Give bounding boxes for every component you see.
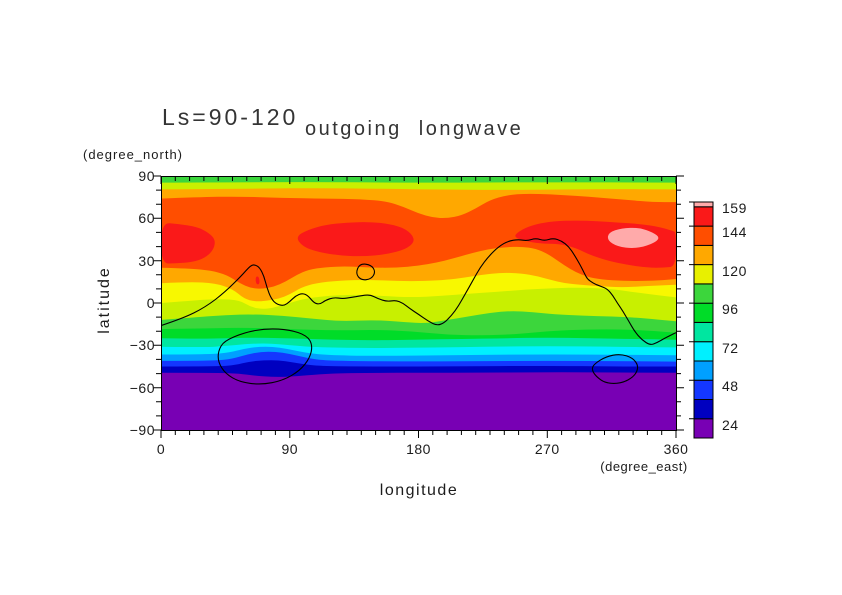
colorbar-tick-label: 72 [722, 339, 739, 356]
colorbar-tick-label: 48 [722, 378, 739, 395]
y-tick-label: −60 [129, 379, 155, 396]
colorbar-segment [693, 399, 714, 420]
colorbar-segment [693, 283, 714, 304]
colorbar-segment [693, 302, 714, 323]
plot-title: outgoing longwave [305, 118, 524, 140]
map-area [161, 176, 676, 430]
patch-pink-max [607, 227, 659, 248]
axis-ticks [153, 175, 684, 438]
x-axis-units: (degree_east) [600, 459, 688, 474]
colorbar-segment [693, 418, 714, 439]
y-tick-label: 90 [138, 168, 155, 184]
colorbar-segment [693, 244, 714, 266]
x-tick-label: 360 [663, 441, 689, 457]
colorbar [689, 201, 714, 439]
x-tick-label: 90 [281, 441, 299, 457]
colorbar-segment [693, 201, 714, 208]
colorbar-tick-label: 96 [722, 301, 739, 318]
patch-red-spot-tharsis [255, 276, 260, 285]
y-axis-label: latitude [96, 266, 113, 334]
y-tick-label: 30 [138, 252, 155, 269]
colorbar-segment [693, 360, 714, 381]
colorbar-tick-label: 159 [722, 200, 747, 216]
colorbar-tick-label: 120 [722, 262, 747, 279]
colorbar-segment [693, 341, 714, 362]
panel-label: Ls=90-120 [162, 104, 299, 130]
x-tick-label: 0 [156, 441, 166, 457]
colorbar-segment [693, 379, 714, 401]
colorbar-segment [693, 225, 714, 246]
y-tick-label: 0 [146, 295, 155, 311]
band-orange-red [161, 176, 676, 289]
topo-contour-main [161, 238, 676, 345]
patch-red-west [161, 223, 215, 264]
x-tick-label: 270 [534, 441, 560, 457]
x-axis-label: longitude [379, 482, 459, 499]
topo-contour-closed-3 [591, 354, 639, 384]
topo-contour-closed-1 [356, 263, 376, 281]
colorbar-tick-label: 144 [722, 224, 747, 241]
x-tick-label: 180 [406, 441, 431, 457]
colorbar-segment [693, 264, 714, 285]
y-tick-label: −30 [129, 337, 155, 354]
colorbar-tick-label: 24 [722, 416, 739, 433]
y-tick-label: −90 [129, 422, 155, 438]
colorbar-segment [693, 206, 714, 227]
patch-red-central [297, 222, 414, 257]
colorbar-segment [693, 321, 714, 343]
y-axis-units: (degree_north) [83, 147, 183, 162]
y-tick-label: 60 [138, 210, 155, 227]
topo-contour-closed-2 [217, 328, 313, 385]
